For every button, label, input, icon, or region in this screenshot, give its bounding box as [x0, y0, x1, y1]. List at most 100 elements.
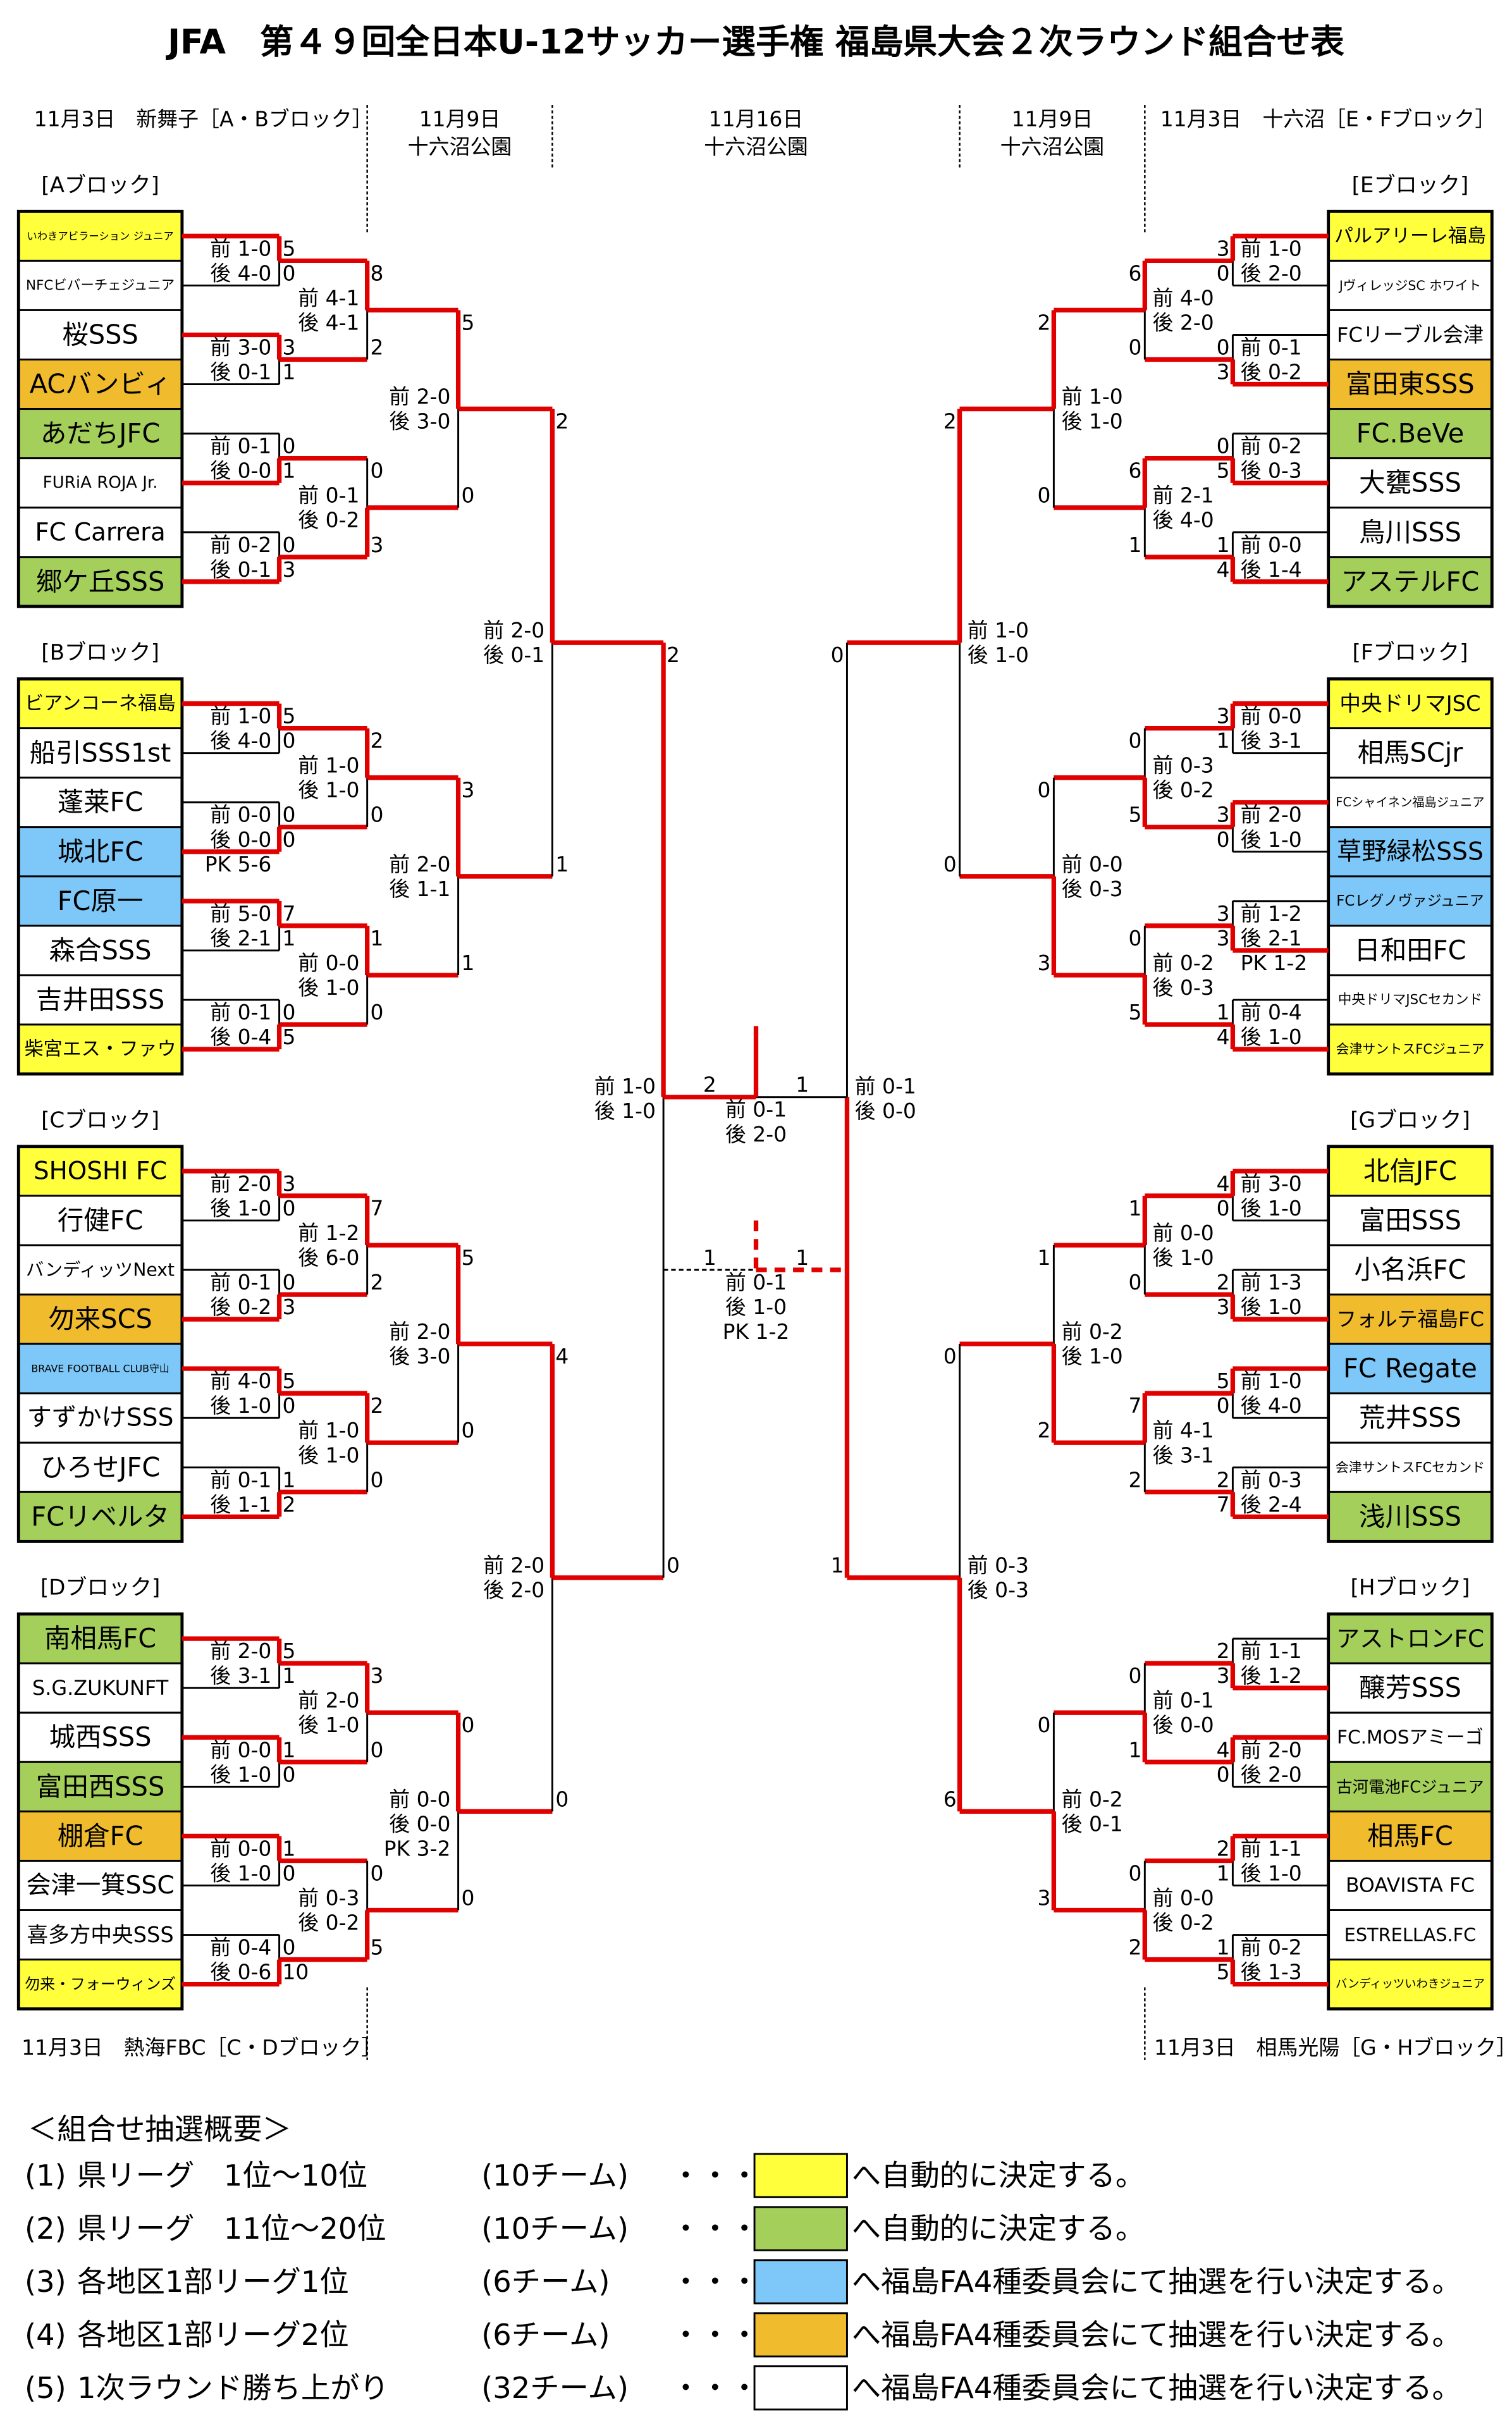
- legend-description: へ福島FA4種委員会にて抽選を行い決定する。: [852, 2371, 1461, 2405]
- block-frame: [16, 677, 184, 1076]
- total-score: 3: [282, 1295, 295, 1319]
- team-box: [17, 875, 183, 927]
- second-half-score: 後 1-0: [968, 643, 1029, 667]
- total-score: 2: [1038, 310, 1051, 335]
- pk-score: PK 1-2: [1241, 951, 1308, 975]
- team-name: バンディッツNext: [26, 1259, 175, 1280]
- total-score: 1: [555, 852, 569, 877]
- first-half-score: 前 4-0: [210, 1369, 271, 1393]
- team-name: ESTRELLAS.FC: [1344, 1924, 1477, 1946]
- first-half-score: 前 0-3: [1153, 753, 1214, 778]
- total-score: 1: [282, 926, 295, 951]
- total-score: 0: [461, 1885, 474, 1910]
- team-box: [1327, 408, 1493, 460]
- total-score: 2: [282, 1492, 295, 1517]
- second-half-score: 後 1-1: [210, 1492, 271, 1517]
- team-name: 草野緑松SSS: [1337, 837, 1484, 866]
- total-score: 0: [1038, 778, 1051, 803]
- block-label: [Hブロック]: [1351, 1575, 1470, 1601]
- legend-dots: ・・・: [671, 2158, 759, 2193]
- second-half-score: 後 0-1: [483, 643, 544, 667]
- first-half-score: 前 4-0: [1153, 285, 1214, 310]
- total-score: 0: [371, 1467, 384, 1492]
- team-name: 桜SSS: [62, 319, 138, 350]
- total-score: 0: [282, 1196, 295, 1221]
- team-name: FC原一: [58, 886, 144, 916]
- header-right-r1: 11月3日 十六沼［E・Fブロック］: [1160, 106, 1496, 131]
- total-score: 1: [371, 926, 384, 951]
- second-half-score: 後 1-0: [1241, 1861, 1302, 1885]
- total-score: 5: [282, 704, 295, 729]
- total-score: 3: [1038, 951, 1051, 975]
- total-score: 3: [1217, 360, 1230, 385]
- team-name: 富田西SSS: [36, 1771, 164, 1802]
- total-score: 1: [1217, 729, 1230, 753]
- team-name: BOAVISTA FC: [1346, 1874, 1475, 1897]
- team-name: 南相馬FC: [44, 1623, 156, 1654]
- legend-dots: ・・・: [671, 2212, 759, 2246]
- total-score: 3: [371, 532, 384, 557]
- total-score: 0: [1217, 1762, 1230, 1787]
- first-half-score: 前 2-0: [210, 1639, 271, 1663]
- third-place-pk: PK 1-2: [723, 1319, 790, 1344]
- total-score: 0: [371, 1861, 384, 1885]
- total-score: 4: [1217, 557, 1230, 582]
- second-half-score: 後 1-0: [210, 1762, 271, 1787]
- footer-right-venue: 11月3日 相馬光陽［G・Hブロック］: [1154, 2035, 1512, 2060]
- legend-color-swatch: [753, 2259, 848, 2304]
- first-half-score: 前 2-0: [1241, 803, 1302, 827]
- total-score: 0: [282, 803, 295, 827]
- total-score: 3: [461, 778, 474, 803]
- total-score: 3: [1217, 704, 1230, 729]
- team-name: すずかけSSS: [27, 1404, 174, 1432]
- total-score: 1: [1217, 532, 1230, 557]
- team-name: いわきアビラーション ジュニア: [27, 230, 173, 242]
- total-score: 1: [282, 1467, 295, 1492]
- legend-description: へ自動的に決定する。: [852, 2212, 1145, 2246]
- total-score: 0: [282, 1270, 295, 1295]
- team-name: 富田東SSS: [1346, 369, 1474, 400]
- block-frame: [1327, 1145, 1494, 1543]
- first-half-score: 前 0-0: [1241, 532, 1302, 557]
- team-name: 鳥川SSS: [1359, 517, 1461, 548]
- total-score: 0: [667, 1553, 680, 1578]
- total-score: 0: [1217, 827, 1230, 852]
- team-name: フォルテ福島FC: [1336, 1307, 1484, 1331]
- second-half-score: 後 2-1: [1241, 926, 1302, 951]
- team-name: 吉井田SSS: [36, 985, 164, 1015]
- total-score: 0: [282, 1935, 295, 1960]
- second-half-score: 後 1-0: [210, 1196, 271, 1221]
- second-half-score: 後 1-0: [298, 1713, 359, 1737]
- team-box: [1327, 556, 1493, 608]
- total-score: 7: [282, 901, 295, 926]
- second-half-score: 後 2-0: [1241, 1762, 1302, 1787]
- second-half-score: 後 3-1: [1241, 729, 1302, 753]
- second-half-score: 後 0-3: [1153, 975, 1214, 1000]
- legend-description: へ福島FA4種委員会にて抽選を行い決定する。: [852, 2265, 1461, 2299]
- team-name: 船引SSS1st: [30, 738, 171, 768]
- legend-number: (4): [25, 2318, 66, 2352]
- team-box: [17, 1491, 183, 1542]
- second-half-score: 後 0-2: [1241, 360, 1302, 385]
- total-score: 1: [282, 458, 295, 483]
- second-half-score: 後 0-6: [210, 1960, 271, 1984]
- total-score: 0: [943, 852, 957, 877]
- second-half-score: 後 0-0: [1153, 1713, 1214, 1737]
- team-name: FC Carrera: [35, 518, 165, 546]
- legend-criteria: 各地区1部リーグ2位: [77, 2318, 349, 2352]
- total-score: 0: [371, 1000, 384, 1024]
- total-score: 0: [282, 827, 295, 852]
- team-name: 北信JFC: [1363, 1156, 1457, 1186]
- block-frame: [1327, 1612, 1494, 2011]
- second-half-score: 後 0-2: [210, 1295, 271, 1319]
- total-score: 5: [282, 236, 295, 261]
- second-half-score: 後 3-0: [389, 409, 450, 434]
- legend-count: (32チーム): [481, 2371, 629, 2405]
- team-box: [17, 1959, 183, 2010]
- second-half-score: 後 2-0: [483, 1578, 544, 1603]
- legend-count: (10チーム): [481, 2158, 629, 2193]
- first-half-score: 前 1-0: [594, 1074, 656, 1098]
- block-frame: [1327, 677, 1494, 1076]
- second-half-score: 後 1-0: [594, 1098, 656, 1123]
- total-score: 0: [1217, 335, 1230, 359]
